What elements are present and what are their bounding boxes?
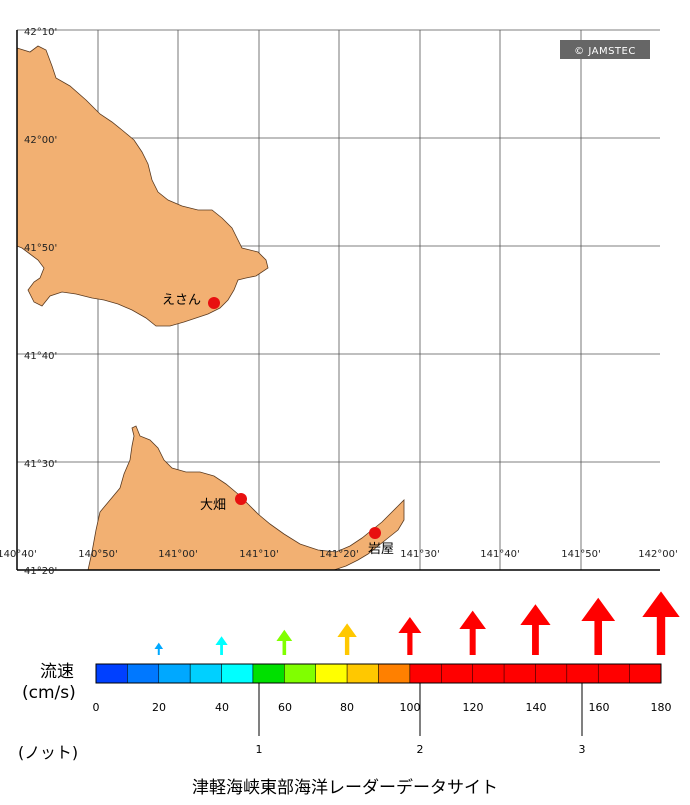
velocity-arrow-scale <box>154 591 680 655</box>
cms-tick-labels: 0 20 40 60 80 100 120 140 160 180 <box>93 701 672 714</box>
cms-tick: 80 <box>340 701 354 714</box>
scale-arrow-180 <box>642 591 680 655</box>
latitude-labels: 42°10' 42°00' 41°50' 41°40' 41°30' 41°20… <box>24 27 57 577</box>
color-bin <box>346 663 379 684</box>
color-bin <box>252 663 285 684</box>
scale-arrow-140 <box>520 604 551 655</box>
lat-label: 41°20' <box>24 566 57 577</box>
scale-arrow-60 <box>276 629 293 655</box>
color-bin <box>95 663 128 684</box>
cms-tick: 160 <box>589 701 610 714</box>
knot-tick: 1 <box>256 743 263 756</box>
lon-label: 142°00' <box>638 549 678 560</box>
iwaya-label: 岩屋 <box>368 542 394 557</box>
cms-tick: 100 <box>400 701 421 714</box>
oohata-label: 大畑 <box>200 498 226 513</box>
site-title: 津軽海峡東部海洋レーダーデータサイト <box>192 778 498 798</box>
shimokita-landmass <box>87 425 405 571</box>
lat-label: 42°00' <box>24 135 57 146</box>
oohata-marker[interactable] <box>235 493 247 505</box>
iwaya-marker[interactable] <box>369 527 381 539</box>
knot-tick: 2 <box>417 743 424 756</box>
esan-label: えさん <box>162 293 201 308</box>
unit-label: (cm/s) <box>22 683 76 703</box>
speed-label: 流速 <box>40 662 74 682</box>
lat-label: 41°50' <box>24 243 57 254</box>
color-bin <box>284 663 316 684</box>
lat-label: 41°40' <box>24 351 57 362</box>
cms-tick: 0 <box>93 701 100 714</box>
cms-tick: 120 <box>463 701 484 714</box>
cms-tick: 60 <box>278 701 292 714</box>
knot-unit-label: (ノット) <box>18 743 79 762</box>
scale-arrow-80 <box>337 623 357 655</box>
lon-label: 140°50' <box>78 549 118 560</box>
lon-label: 141°50' <box>561 549 601 560</box>
jamstec-credit: © JAMSTEC <box>574 46 636 57</box>
color-bin <box>158 663 191 684</box>
lon-label: 141°30' <box>400 549 440 560</box>
hokkaido-landmass <box>16 45 269 327</box>
knot-tick: 3 <box>579 743 586 756</box>
lat-label: 42°10' <box>24 27 57 38</box>
scale-arrow-40 <box>215 636 228 655</box>
lon-label: 141°20' <box>319 549 359 560</box>
color-bin <box>221 663 254 684</box>
color-bar-frame <box>95 663 662 684</box>
cms-tick: 20 <box>152 701 166 714</box>
scale-arrow-160 <box>581 597 616 655</box>
cms-tick: 140 <box>526 701 547 714</box>
scale-arrow-120 <box>459 610 486 655</box>
lat-label: 41°30' <box>24 459 57 470</box>
cms-tick: 180 <box>651 701 672 714</box>
color-bin <box>127 663 160 684</box>
credit-box <box>560 40 650 59</box>
lon-label: 141°00' <box>158 549 198 560</box>
color-bin <box>189 663 222 684</box>
knot-scale <box>258 683 583 736</box>
place-markers: えさん 大畑 岩屋 <box>162 293 394 557</box>
color-bin <box>378 663 411 684</box>
esan-marker[interactable] <box>208 297 220 309</box>
lon-label: 141°40' <box>480 549 520 560</box>
color-bin <box>315 663 348 684</box>
cms-tick: 40 <box>215 701 229 714</box>
speed-color-bar <box>95 663 662 684</box>
lon-label: 141°10' <box>239 549 279 560</box>
lon-label: 140°40' <box>0 549 37 560</box>
longitude-labels: 140°40' 140°50' 141°00' 141°10' 141°20' … <box>0 549 678 560</box>
scale-arrow-20 <box>154 642 164 655</box>
scale-arrow-100 <box>398 617 422 655</box>
